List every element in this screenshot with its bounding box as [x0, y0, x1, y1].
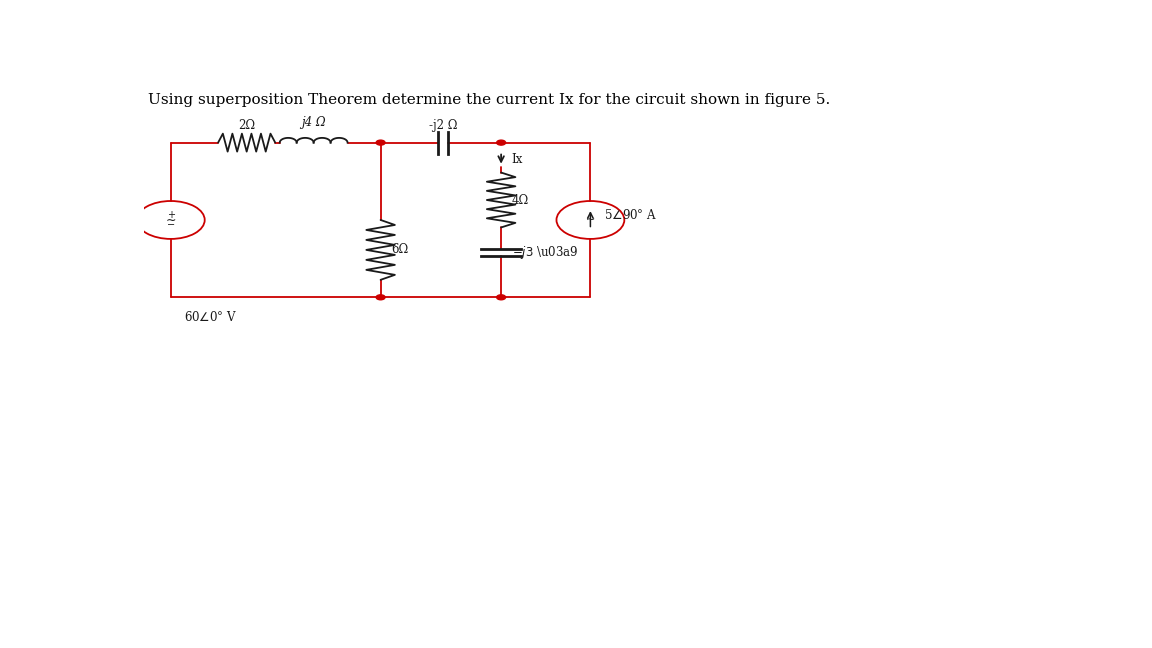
- Text: $-j3$ \u03a9: $-j3$ \u03a9: [511, 244, 578, 261]
- Text: Ix: Ix: [511, 152, 523, 166]
- Text: 6Ω: 6Ω: [392, 244, 409, 257]
- Circle shape: [497, 295, 506, 300]
- Text: ∼: ∼: [585, 215, 596, 225]
- Text: Using superposition Theorem determine the current Ix for the circuit shown in fi: Using superposition Theorem determine th…: [149, 93, 831, 107]
- Circle shape: [376, 140, 385, 145]
- Text: j4 Ω: j4 Ω: [302, 115, 326, 129]
- Text: −: −: [167, 220, 175, 230]
- Text: 2Ω: 2Ω: [238, 119, 256, 132]
- Circle shape: [376, 295, 385, 300]
- Text: +: +: [167, 210, 175, 220]
- Text: 4Ω: 4Ω: [511, 194, 529, 207]
- Text: -j2 Ω: -j2 Ω: [429, 119, 457, 132]
- Circle shape: [497, 140, 506, 145]
- Text: 5$\angle$90° A: 5$\angle$90° A: [604, 208, 657, 222]
- Text: ∼: ∼: [166, 213, 176, 226]
- Text: 60$\angle$0° V: 60$\angle$0° V: [184, 310, 237, 324]
